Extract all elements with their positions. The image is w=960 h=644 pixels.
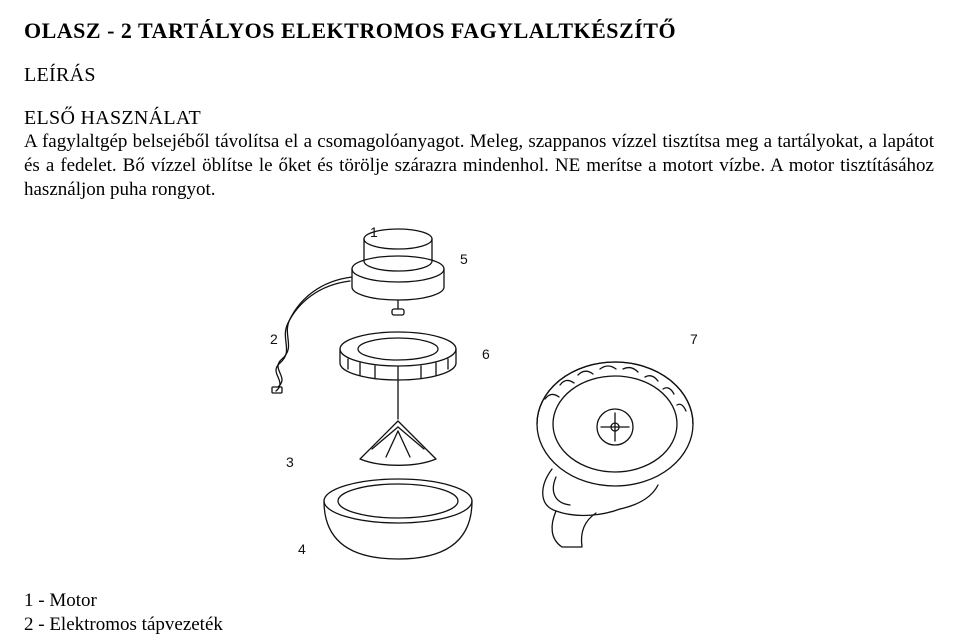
svg-text:5: 5	[460, 251, 468, 267]
document-title: OLASZ - 2 TARTÁLYOS ELEKTROMOS FAGYLALTK…	[24, 18, 936, 44]
parts-legend: 1 - Motor 2 - Elektromos tápvezeték	[24, 589, 936, 637]
intro-paragraph: A fagylaltgép belsejéből távolítsa el a …	[24, 130, 934, 201]
parts-diagram: 1 5 2 6 3 4 7	[200, 209, 760, 569]
legend-item: 2 - Elektromos tápvezeték	[24, 613, 936, 637]
svg-text:3: 3	[286, 454, 294, 470]
section-heading: LEÍRÁS	[24, 64, 936, 87]
svg-text:2: 2	[270, 331, 278, 347]
svg-text:6: 6	[482, 346, 490, 362]
svg-text:1: 1	[370, 224, 378, 240]
subheading: ELSŐ HASZNÁLAT	[24, 107, 936, 130]
svg-text:7: 7	[690, 331, 698, 347]
svg-text:4: 4	[298, 541, 306, 557]
legend-item: 1 - Motor	[24, 589, 936, 613]
